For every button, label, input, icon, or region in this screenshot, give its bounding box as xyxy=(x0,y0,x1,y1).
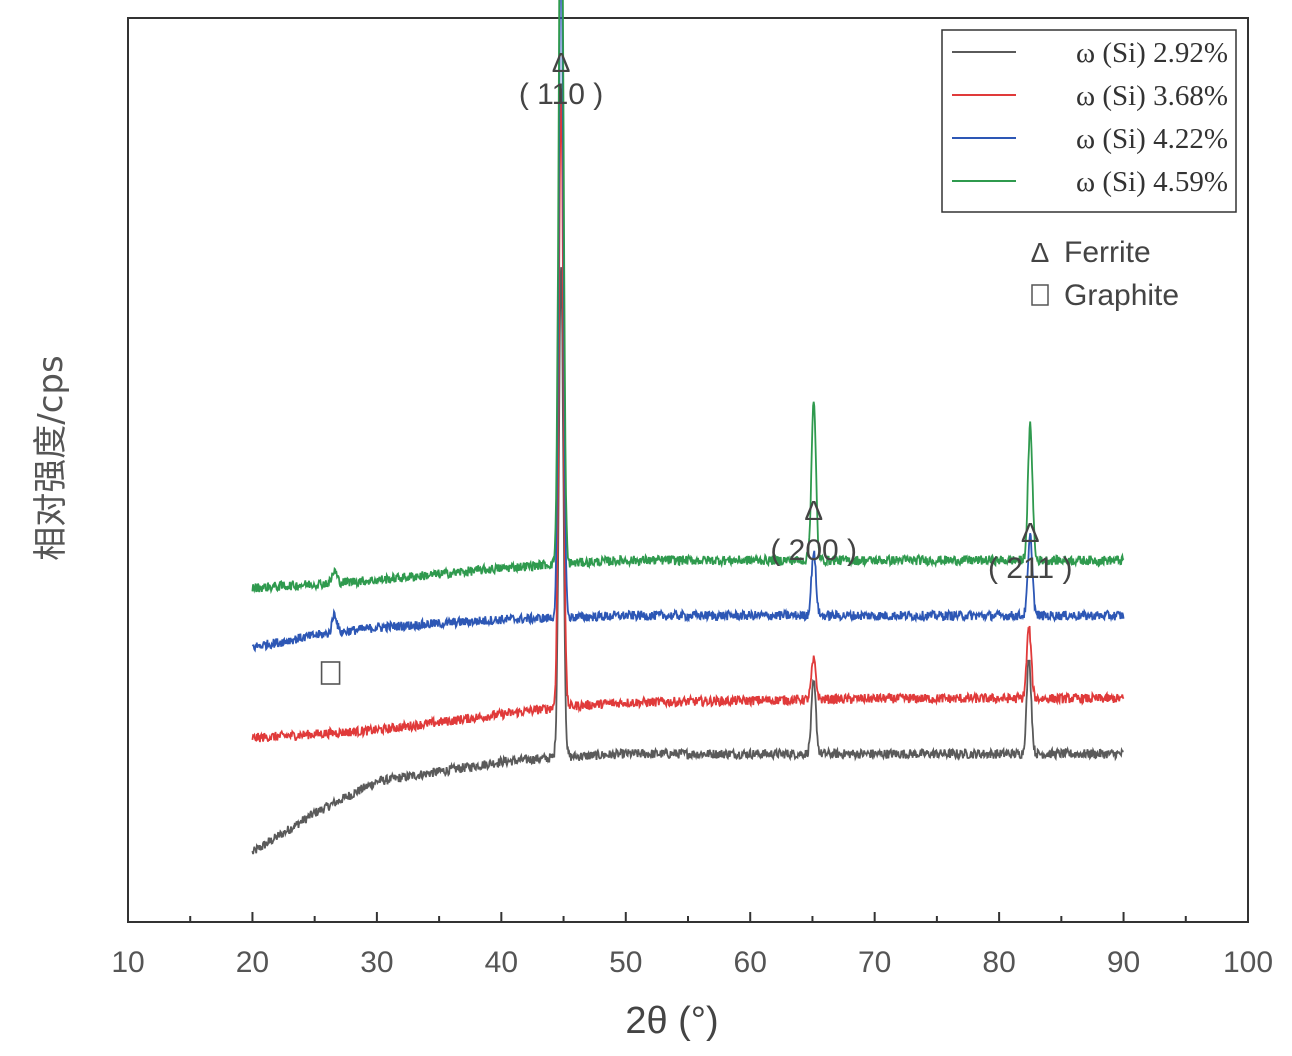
x-tick-label: 90 xyxy=(1107,946,1140,979)
legend-label: ω (Si) 4.22% xyxy=(1076,123,1228,155)
x-tick-label: 70 xyxy=(858,946,891,979)
peak-label: ( 211 ) xyxy=(988,552,1072,585)
phase-label: Graphite xyxy=(1064,279,1179,312)
legend-label: ω (Si) 2.92% xyxy=(1076,37,1228,69)
series-group xyxy=(251,0,1125,855)
x-tick-label: 60 xyxy=(734,946,767,979)
x-axis-title: 2θ (°) xyxy=(625,1000,718,1042)
peak-label: ( 110 ) xyxy=(519,78,603,111)
legend-label: ω (Si) 4.59% xyxy=(1076,166,1228,198)
ferrite-marker: Δ xyxy=(1021,517,1040,548)
series-line-3 xyxy=(251,0,1125,653)
phase-legend: Δ Ferrite Graphite xyxy=(1031,236,1179,312)
ferrite-marker: Δ xyxy=(804,495,823,526)
x-tick-label: 30 xyxy=(360,946,393,979)
x-tick-label: 40 xyxy=(485,946,518,979)
x-tick-label: 20 xyxy=(236,946,269,979)
peak-annotations: Δ( 110 )Δ( 200 )Δ( 211 ) xyxy=(320,47,1072,685)
peak-label: ( 200 ) xyxy=(770,534,857,567)
ferrite-marker: Δ xyxy=(552,47,571,78)
series-line-1 xyxy=(251,267,1124,855)
phase-symbol-square xyxy=(1031,284,1049,306)
phase-label: Ferrite xyxy=(1064,236,1151,269)
legend: ω (Si) 2.92% ω (Si) 3.68% ω (Si) 4.22% ω (S… xyxy=(941,29,1237,213)
y-axis-title: 相对强度/cps xyxy=(31,355,71,560)
x-tick-label: 50 xyxy=(609,946,642,979)
x-axis: 10 20 30 40 50 60 70 80 90 100 xyxy=(111,912,1273,979)
series-line-4 xyxy=(251,0,1125,595)
x-tick-label: 100 xyxy=(1223,946,1273,979)
phase-symbol-triangle: Δ xyxy=(1031,237,1050,268)
x-tick-label: 10 xyxy=(111,946,144,979)
series-line-2 xyxy=(251,88,1125,743)
graphite-marker xyxy=(320,661,341,685)
x-tick-label: 80 xyxy=(982,946,1015,979)
legend-label: ω (Si) 3.68% xyxy=(1076,80,1228,112)
